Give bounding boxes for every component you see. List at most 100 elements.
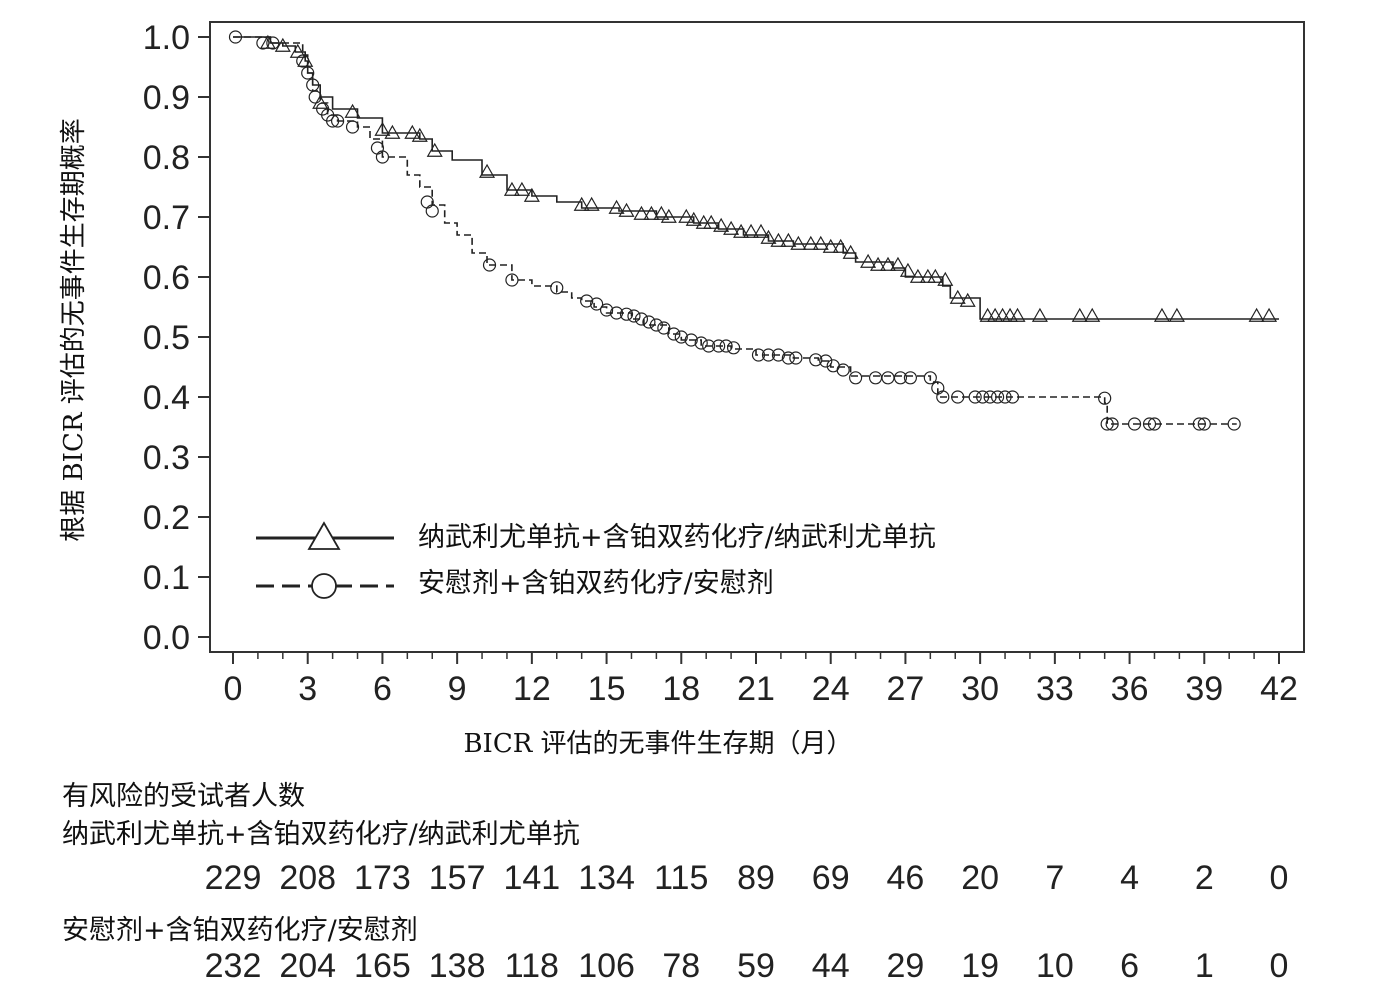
x-axis: 0 3 6 9 12 15 18 21 24 27 30 33 36 39 42 — [224, 652, 1298, 708]
legend-label-nivolumab: 纳武利尤单抗+含铂双药化疗/纳武利尤单抗 — [418, 522, 936, 553]
censor-triangle — [879, 256, 897, 271]
risk-value-placebo: 78 — [662, 947, 700, 985]
censor-circle — [893, 371, 908, 385]
censor-circle — [719, 339, 733, 353]
censor-triangle — [660, 208, 677, 223]
censor-triangle — [937, 271, 954, 286]
censor-circle — [505, 273, 519, 287]
censor-triangle — [478, 163, 496, 178]
risk-value-nivolumab: 2 — [1195, 859, 1214, 897]
censor-circle — [627, 309, 641, 323]
censor-triangle — [608, 199, 625, 214]
censor-circle — [482, 258, 497, 272]
censor-circle — [868, 371, 883, 385]
risk-value-placebo: 204 — [279, 947, 336, 985]
censor-triangle — [927, 268, 944, 283]
censor-circle — [301, 66, 315, 80]
censor-circle — [836, 363, 850, 377]
censor-circle — [819, 354, 833, 368]
censor-triangle — [523, 187, 540, 202]
censor-triangle — [1071, 307, 1088, 322]
censor-triangle — [384, 124, 401, 139]
censor-triangle — [909, 268, 926, 283]
censor-triangle — [426, 142, 443, 157]
censor-triangle — [1153, 307, 1170, 322]
y-tick-label: 0.6 — [143, 259, 190, 297]
legend: 纳武利尤单抗+含铂双药化疗/纳武利尤单抗 安慰剂+含铂双药化疗/安慰剂 — [256, 521, 936, 599]
x-tick-label: 33 — [1036, 670, 1074, 708]
censor-circle — [1192, 417, 1206, 431]
x-tick-label: 3 — [298, 670, 317, 708]
censor-triangle — [949, 289, 966, 304]
risk-value-nivolumab: 20 — [961, 859, 999, 897]
legend-circle-marker — [311, 573, 337, 599]
censor-triangle — [685, 211, 702, 226]
risk-value-nivolumab: 115 — [654, 859, 708, 897]
censor-circle — [998, 390, 1012, 404]
y-axis: 0.0 0.1 0.2 0.3 0.4 0.5 0.6 0.7 0.8 0.9 1.0 — [143, 19, 210, 657]
risk-row-label-nivolumab: 纳武利尤单抗+含铂双药化疗/纳武利尤单抗 — [62, 819, 580, 850]
censor-triangle — [780, 232, 797, 247]
censor-triangle — [404, 124, 421, 139]
risk-row-label-placebo: 安慰剂+含铂双药化疗/安慰剂 — [62, 915, 418, 946]
censor-triangle — [1168, 307, 1185, 322]
censor-triangle — [374, 121, 391, 136]
censor-circle — [609, 306, 624, 320]
censor-triangle — [713, 217, 730, 232]
plot-frame — [209, 21, 1305, 653]
censor-circle — [1005, 390, 1020, 404]
censor-circle — [726, 341, 741, 355]
censor-circle — [375, 150, 390, 164]
censor-triangle — [583, 196, 600, 211]
censor-triangle — [344, 103, 361, 118]
censor-triangle — [889, 256, 906, 271]
risk-value-nivolumab: 69 — [812, 859, 850, 897]
censor-triangle — [1248, 307, 1265, 322]
risk-value-placebo: 19 — [961, 947, 999, 985]
censor-circle — [1147, 417, 1162, 431]
censor-triangle — [573, 196, 590, 211]
risk-value-placebo: 138 — [429, 947, 486, 985]
curve-placebo — [233, 36, 1237, 425]
censor-circle — [684, 333, 698, 347]
censor-triangle — [643, 205, 660, 220]
censor-triangle — [703, 214, 720, 229]
censor-triangle — [860, 253, 877, 268]
censor-circle — [425, 204, 439, 218]
risk-value-nivolumab: 134 — [578, 859, 635, 897]
legend-label-placebo: 安慰剂+含铂双药化疗/安慰剂 — [418, 568, 774, 599]
censor-circle — [968, 390, 982, 404]
censor-circle — [580, 294, 594, 308]
risk-value-placebo: 106 — [578, 947, 635, 985]
risk-value-placebo: 59 — [737, 947, 775, 985]
censor-triangle — [733, 223, 750, 238]
censor-circle — [1098, 391, 1112, 405]
censor-circle — [649, 318, 663, 332]
x-tick-label: 18 — [662, 670, 700, 708]
censor-triangle — [770, 232, 787, 247]
censor-circle — [702, 339, 716, 353]
censor-circle — [266, 36, 280, 50]
censor-triangle — [1084, 307, 1101, 322]
y-tick-label: 0.5 — [143, 319, 190, 357]
risk-value-nivolumab: 173 — [354, 859, 411, 897]
censor-circle — [951, 390, 965, 404]
censor-triangle — [760, 229, 777, 244]
censor-triangle — [653, 205, 670, 220]
risk-value-nivolumab: 4 — [1120, 859, 1139, 897]
censor-circle — [781, 351, 795, 365]
censor-triangle — [752, 223, 770, 238]
censor-triangle — [723, 220, 740, 235]
x-axis-title: BICR 评估的无事件生存期（月） — [463, 729, 852, 759]
censor-circle — [983, 390, 997, 404]
censor-circle — [667, 327, 681, 341]
censor-circle — [345, 120, 360, 134]
censor-circle — [712, 339, 726, 353]
censor-circle — [849, 371, 863, 385]
censor-circle — [550, 281, 564, 295]
risk-value-placebo: 0 — [1270, 947, 1289, 985]
censor-circle — [1127, 417, 1142, 431]
censor-triangle — [274, 37, 291, 52]
